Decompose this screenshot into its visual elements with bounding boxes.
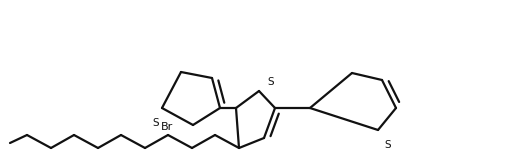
Text: Br: Br [161,122,173,132]
Text: S: S [267,77,274,87]
Text: S: S [153,118,159,128]
Text: S: S [384,140,391,150]
